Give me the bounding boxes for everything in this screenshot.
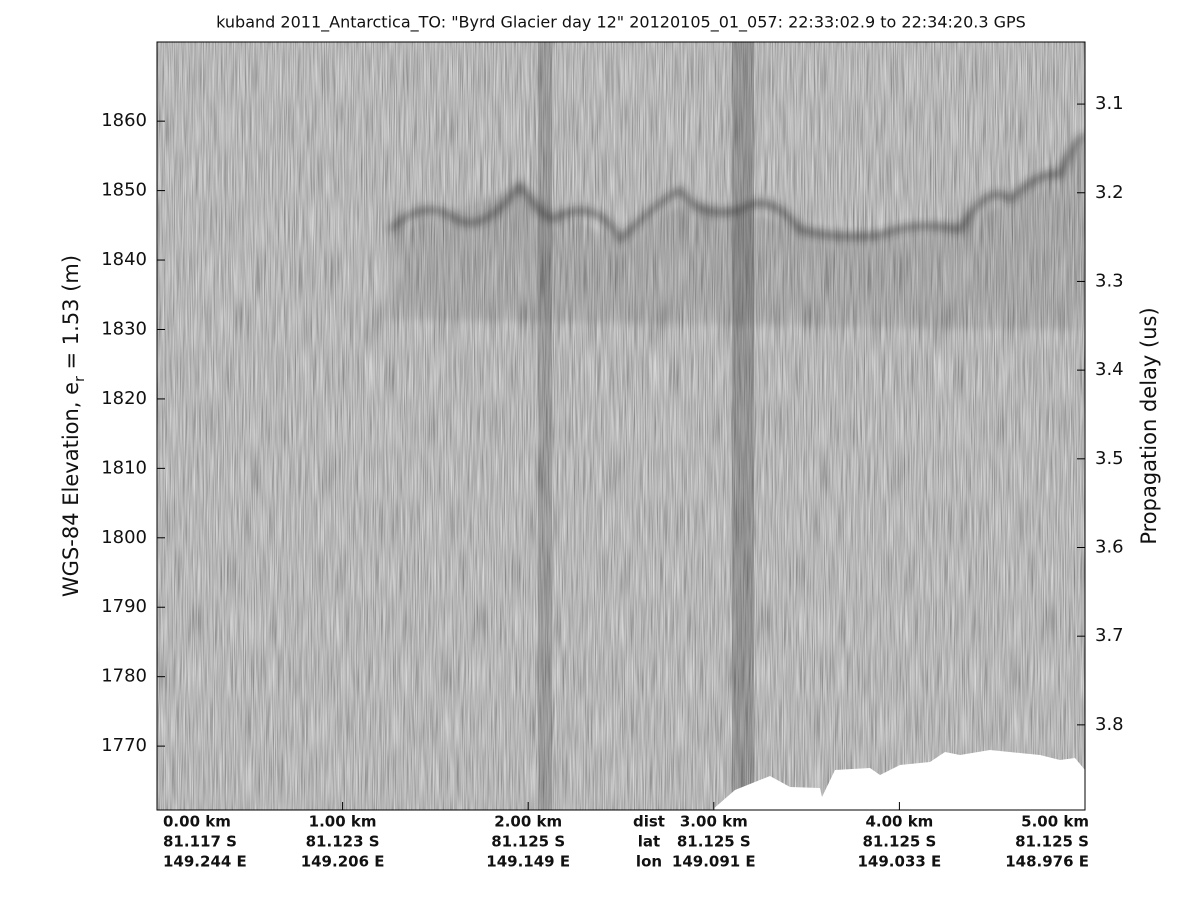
x-tick-label: 2.00 km [494, 813, 562, 831]
y-tick-label: 1850 [101, 180, 147, 201]
x-tick-lat: 81.125 S [677, 833, 751, 851]
y2-tick-label: 3.1 [1095, 93, 1124, 114]
dark-band [538, 42, 552, 810]
y-tick-label: 1770 [101, 735, 147, 756]
echogram-image [157, 42, 1085, 810]
radar-background [157, 42, 1085, 810]
x-tick-lon: 149.033 E [858, 853, 942, 871]
y-tick-label: 1800 [101, 527, 147, 548]
x-tick-label: 0.00 km [163, 813, 231, 831]
y-label-subscript: r [72, 376, 88, 382]
x-tick-lon: 149.206 E [301, 853, 385, 871]
y2-tick-label: 3.2 [1095, 182, 1124, 203]
x-tick-label: 1.00 km [309, 813, 377, 831]
y-tick-label: 1810 [101, 457, 147, 478]
y-tick-label: 1830 [101, 318, 147, 339]
x-row-name: lon [636, 853, 662, 871]
x-tick-lat: 81.123 S [306, 833, 380, 851]
y2-tick-label: 3.7 [1095, 625, 1124, 646]
y-tick-label: 1780 [101, 666, 147, 687]
ice-body [390, 140, 1085, 330]
y-tick-label: 1790 [101, 596, 147, 617]
x-tick-lat: 81.125 S [1015, 833, 1089, 851]
x-tick-lon: 148.976 E [1005, 853, 1089, 871]
x-tick-lat: 81.117 S [163, 833, 237, 851]
x-tick-label: 4.00 km [865, 813, 933, 831]
x-row-name: lat [638, 833, 660, 851]
plot-frame [156, 41, 1086, 811]
y-tick-label: 1820 [101, 388, 147, 409]
y2-tick-label: 3.6 [1095, 536, 1124, 557]
x-tick-lat: 81.125 S [491, 833, 565, 851]
y2-tick-label: 3.5 [1095, 448, 1124, 469]
x-tick-label: 3.00 km [680, 813, 748, 831]
y2-axis-label: Propagation delay (us) [1137, 307, 1161, 544]
y-label-text: WGS-84 Elevation, e [59, 382, 83, 597]
y-tick-label: 1860 [101, 110, 147, 131]
no-data-region [712, 750, 1085, 810]
y2-tick-label: 3.4 [1095, 359, 1124, 380]
x-tick-lon: 149.244 E [163, 853, 247, 871]
y2-tick-label: 3.3 [1095, 270, 1124, 291]
chart-title: kuband 2011_Antarctica_TO: "Byrd Glacier… [216, 13, 1026, 33]
x-tick-lon: 149.091 E [672, 853, 756, 871]
dark-band [732, 42, 754, 810]
x-tick-lat: 81.125 S [862, 833, 936, 851]
x-tick-label: 5.00 km [1021, 813, 1089, 831]
x-row-name: dist [633, 813, 665, 831]
x-tick-lon: 149.149 E [486, 853, 570, 871]
y-label-suffix: = 1.53 (m) [59, 255, 83, 376]
y2-tick-label: 3.8 [1095, 714, 1124, 735]
y-tick-label: 1840 [101, 249, 147, 270]
y-axis-label: WGS-84 Elevation, er = 1.53 (m) [59, 255, 88, 597]
